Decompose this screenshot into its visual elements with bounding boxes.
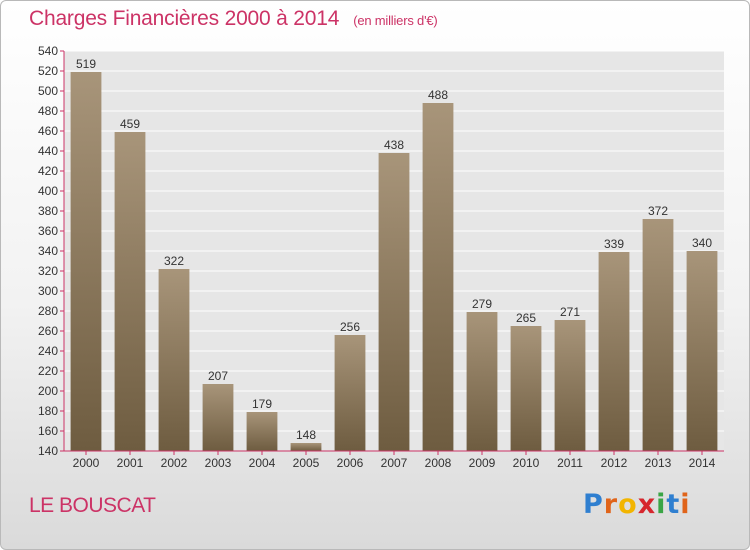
x-tick-label: 2012: [601, 456, 628, 470]
y-tick-label: 220: [38, 364, 58, 378]
x-tick-label: 2009: [469, 456, 496, 470]
bar: [378, 153, 410, 451]
bar: [466, 312, 498, 451]
unit-label: (en milliers d'€): [353, 13, 438, 28]
bar: [510, 326, 542, 451]
bar-value-label: 322: [164, 254, 184, 268]
y-tick-label: 500: [38, 84, 58, 98]
bar-value-label: 340: [692, 236, 712, 250]
y-tick-label: 160: [38, 424, 58, 438]
bar-value-label: 438: [384, 138, 404, 152]
y-tick-label: 280: [38, 304, 58, 318]
y-tick-label: 480: [38, 104, 58, 118]
x-tick-label: 2003: [205, 456, 232, 470]
bar: [158, 269, 190, 451]
bar-value-label: 459: [120, 117, 140, 131]
x-tick-label: 2004: [249, 456, 276, 470]
y-tick-label: 320: [38, 264, 58, 278]
y-tick-label: 140: [38, 444, 58, 458]
proxiti-logo: Proxiti: [583, 489, 691, 520]
bar-value-label: 339: [604, 237, 624, 251]
y-tick-label: 360: [38, 224, 58, 238]
y-tick-label: 260: [38, 324, 58, 338]
bar-value-label: 256: [340, 320, 360, 334]
bar: [290, 443, 322, 451]
bar-value-label: 207: [208, 369, 228, 383]
y-tick-label: 200: [38, 384, 58, 398]
x-tick-label: 2005: [293, 456, 320, 470]
x-tick-label: 2013: [645, 456, 672, 470]
bar-value-label: 488: [428, 88, 448, 102]
y-tick-label: 400: [38, 184, 58, 198]
logo-letter: i: [680, 489, 691, 520]
title-text: Charges Financières 2000 à 2014: [29, 7, 340, 30]
bar: [114, 132, 146, 451]
bar: [642, 219, 674, 451]
bar: [554, 320, 586, 451]
logo-letter: r: [603, 489, 619, 520]
logo-letter: o: [618, 489, 638, 520]
bar: [422, 103, 454, 451]
x-tick-label: 2008: [425, 456, 452, 470]
bar-value-label: 271: [560, 305, 580, 319]
bar-value-label: 519: [76, 57, 96, 71]
bar: [598, 252, 630, 451]
x-tick-label: 2007: [381, 456, 408, 470]
place-name: LE BOUSCAT: [29, 494, 156, 517]
chart-title: Charges Financières 2000 à 2014 (en milli…: [29, 7, 438, 31]
y-tick-label: 520: [38, 64, 58, 78]
bar-value-label: 148: [296, 428, 316, 442]
bar: [202, 384, 234, 451]
y-tick-label: 440: [38, 144, 58, 158]
x-tick-label: 2014: [689, 456, 716, 470]
bar: [246, 412, 278, 451]
y-tick-label: 300: [38, 284, 58, 298]
x-tick-label: 2000: [73, 456, 100, 470]
x-tick-label: 2011: [557, 456, 583, 470]
logo-letter: P: [583, 489, 604, 520]
bar-value-label: 179: [252, 397, 272, 411]
x-tick-label: 2001: [117, 456, 144, 470]
bar: [686, 251, 718, 451]
y-tick-label: 380: [38, 204, 58, 218]
x-tick-label: 2010: [513, 456, 540, 470]
y-tick-label: 460: [38, 124, 58, 138]
bar-value-label: 372: [648, 204, 668, 218]
y-tick-label: 340: [38, 244, 58, 258]
y-tick-label: 420: [38, 164, 58, 178]
x-tick-label: 2006: [337, 456, 364, 470]
y-tick-label: 540: [38, 44, 58, 58]
logo-letter: i: [656, 489, 667, 520]
logo-letter: t: [666, 489, 681, 520]
y-tick-label: 240: [38, 344, 58, 358]
y-tick-label: 180: [38, 404, 58, 418]
bar-value-label: 265: [516, 311, 536, 325]
bar: [334, 335, 366, 451]
x-tick-label: 2002: [161, 456, 188, 470]
bar-value-label: 279: [472, 297, 492, 311]
logo-letter: x: [637, 489, 657, 520]
bar: [70, 72, 102, 451]
